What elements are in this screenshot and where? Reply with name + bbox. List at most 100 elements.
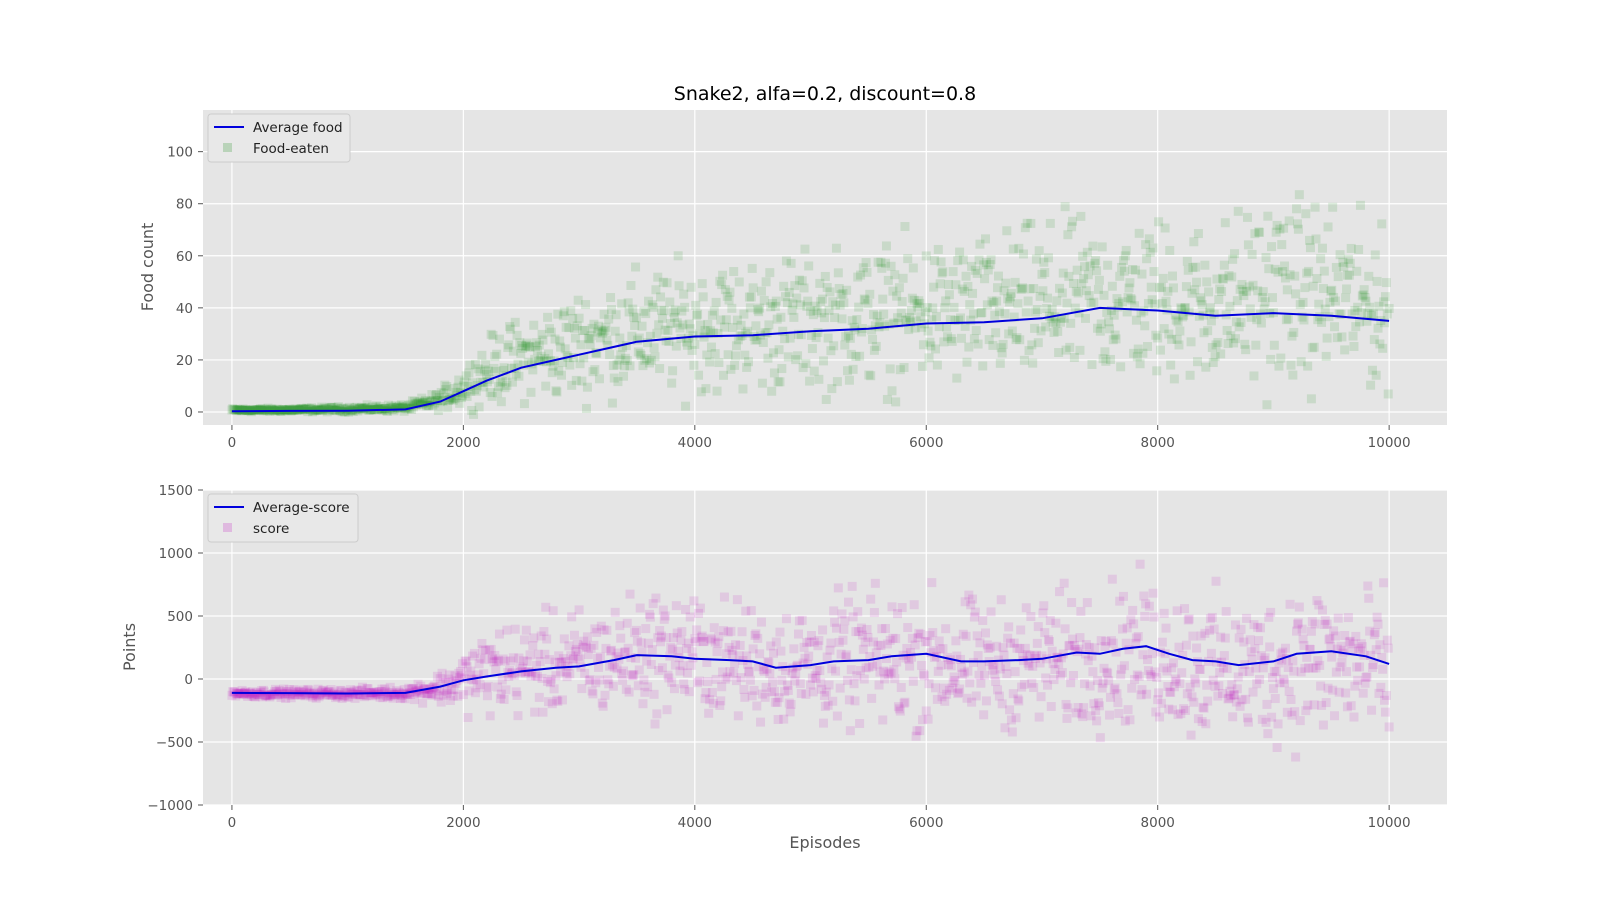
scatter-point <box>564 323 574 333</box>
scatter-point <box>1340 630 1350 640</box>
scatter-point <box>599 625 609 635</box>
scatter-point <box>1332 333 1342 343</box>
scatter-point <box>601 322 611 332</box>
scatter-point <box>1179 310 1189 320</box>
scatter-point <box>669 307 679 317</box>
scatter-point <box>1215 668 1225 678</box>
scatter-point <box>1064 641 1074 651</box>
scatter-point <box>1151 330 1161 340</box>
scatter-point <box>583 650 593 660</box>
scatter-point <box>615 621 625 631</box>
scatter-point <box>959 286 969 296</box>
scatter-point <box>1202 277 1212 287</box>
scatter-point <box>830 617 840 627</box>
scatter-point <box>1124 645 1134 655</box>
scatter-point <box>1087 651 1097 661</box>
scatter-point <box>703 319 713 329</box>
scatter-point <box>1069 640 1079 650</box>
scatter-point <box>1156 698 1166 708</box>
scatter-point <box>274 685 284 695</box>
scatter-point <box>1005 705 1015 715</box>
scatter-point <box>765 669 775 679</box>
scatter-point <box>518 343 528 353</box>
scatter-point <box>740 350 750 360</box>
scatter-point <box>698 636 708 646</box>
scatter-point <box>1006 638 1016 648</box>
scatter-point <box>781 256 791 266</box>
scatter-point <box>507 363 517 373</box>
scatter-point <box>595 333 605 343</box>
scatter-point <box>1130 265 1140 275</box>
scatter-point <box>696 633 706 643</box>
scatter-point <box>879 666 889 676</box>
scatter-point <box>664 336 674 346</box>
scatter-point <box>1341 293 1351 303</box>
scatter-point <box>671 341 681 351</box>
scatter-point <box>809 637 819 647</box>
scatter-point <box>461 656 471 666</box>
scatter-point <box>357 682 367 692</box>
scatter-point <box>1317 243 1327 253</box>
scatter-point <box>247 687 257 697</box>
scatter-point <box>1298 297 1308 307</box>
scatter-point <box>1285 270 1295 280</box>
scatter-point <box>1332 644 1342 654</box>
scatter-point <box>1233 672 1243 682</box>
scatter-point <box>1071 286 1081 296</box>
scatter-point <box>968 309 978 319</box>
scatter-point <box>1302 652 1312 662</box>
scatter-point <box>1089 699 1099 709</box>
scatter-point <box>416 681 426 691</box>
scatter-point <box>452 676 462 686</box>
scatter-point <box>314 692 324 702</box>
scatter-point <box>968 288 978 298</box>
scatter-point <box>525 342 535 352</box>
scatter-point <box>1037 651 1047 661</box>
scatter-point <box>747 691 757 701</box>
scatter-point <box>288 404 298 414</box>
scatter-point <box>793 329 803 339</box>
scatter-point <box>570 646 580 656</box>
scatter-point <box>243 691 253 701</box>
scatter-point <box>679 679 689 689</box>
scatter-point <box>1045 218 1055 228</box>
scatter-point <box>911 316 921 326</box>
scatter-point <box>865 652 875 662</box>
scatter-point <box>519 399 529 409</box>
scatter-point <box>1205 307 1215 317</box>
scatter-point <box>1193 714 1203 724</box>
scatter-point <box>1312 596 1322 606</box>
scatter-point <box>1107 574 1117 584</box>
scatter-point <box>1091 256 1101 266</box>
scatter-point <box>1228 254 1238 264</box>
scatter-point <box>588 689 598 699</box>
scatter-point <box>566 306 576 316</box>
scatter-point <box>699 637 709 647</box>
scatter-point <box>719 370 729 380</box>
scatter-point <box>818 625 828 635</box>
scatter-point <box>249 691 259 701</box>
scatter-point <box>883 669 893 679</box>
scatter-point <box>784 287 794 297</box>
scatter-point <box>1362 672 1372 682</box>
scatter-point <box>510 317 520 327</box>
scatter-point <box>362 400 372 410</box>
scatter-point <box>797 615 807 625</box>
scatter-point <box>358 690 368 700</box>
scatter-point <box>356 690 366 700</box>
scatter-point <box>1351 631 1361 641</box>
scatter-point <box>345 687 355 697</box>
scatter-point <box>440 380 450 390</box>
scatter-point <box>1122 623 1132 633</box>
scatter-point <box>432 671 442 681</box>
scatter-point <box>1243 240 1253 250</box>
scatter-point <box>1381 690 1391 700</box>
scatter-point <box>544 349 554 359</box>
scatter-point <box>1271 667 1281 677</box>
y-tick-label: 60 <box>176 249 193 265</box>
scatter-point <box>1317 317 1327 327</box>
scatter-point <box>1071 708 1081 718</box>
scatter-point <box>1029 284 1039 294</box>
scatter-point <box>1155 712 1165 722</box>
scatter-point <box>1324 312 1334 322</box>
